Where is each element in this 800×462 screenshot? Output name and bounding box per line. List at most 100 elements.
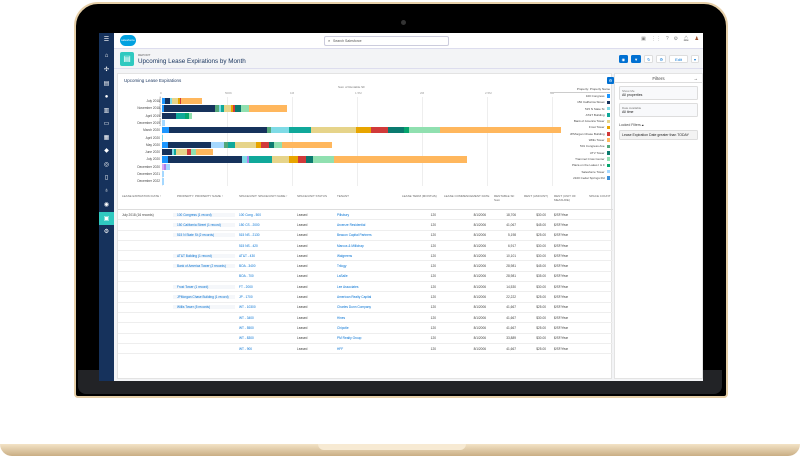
refresh-button[interactable]: ↻ <box>644 55 654 63</box>
filter-show-me[interactable]: Show Me All properties <box>619 86 698 100</box>
bar-segment[interactable] <box>171 149 174 156</box>
bar-segment[interactable] <box>162 127 169 134</box>
bar-segment[interactable] <box>234 141 257 149</box>
bar-row[interactable] <box>162 112 192 119</box>
bar-segment[interactable] <box>187 149 192 156</box>
bar-segment[interactable] <box>230 105 234 112</box>
legend-item[interactable]: JPMorgan Chase Building <box>550 131 610 137</box>
bar-segment[interactable] <box>408 127 441 134</box>
bar-segment[interactable] <box>313 156 334 163</box>
bar-segment[interactable] <box>218 105 222 112</box>
table-cell[interactable]: Bank of America Tower (2 records) <box>173 264 235 269</box>
table-cell[interactable]: Willis Tower (5 records) <box>173 305 235 310</box>
table-cell[interactable]: Hines <box>337 315 346 320</box>
legend-item[interactable]: Bank of America Tower <box>550 118 610 124</box>
nav-rail-item[interactable]: ● <box>104 93 109 100</box>
bar-segment[interactable] <box>179 98 182 105</box>
nav-rail-item[interactable]: ◆ <box>104 148 109 155</box>
bar-segment[interactable] <box>223 105 231 112</box>
bar-segment[interactable] <box>162 98 165 105</box>
bar-segment[interactable] <box>274 141 282 149</box>
app-launcher-icon[interactable]: ⋮⋮ <box>650 36 661 42</box>
filter-toggle-button[interactable]: ▼ <box>631 55 642 63</box>
bar-segment[interactable] <box>176 112 185 119</box>
legend-item[interactable]: Plaza on the Lakes I & II <box>550 162 610 168</box>
bar-segment[interactable] <box>235 105 241 112</box>
table-cell[interactable]: Lee Associates <box>337 284 359 289</box>
bar-segment[interactable] <box>227 141 235 149</box>
bar-segment[interactable] <box>169 98 172 105</box>
table-cell[interactable]: BOA - 3400 <box>239 264 256 269</box>
bar-segment[interactable] <box>167 141 211 149</box>
nav-rail-item[interactable]: ⚙ <box>103 229 110 236</box>
bar-segment[interactable] <box>162 163 164 170</box>
table-cell[interactable]: PM Realty Group <box>337 336 362 341</box>
chart-settings-button[interactable]: ⚙ <box>607 77 614 84</box>
bar-segment[interactable] <box>178 98 180 105</box>
search-input[interactable]: ⌕ Search Salesforce <box>324 36 449 46</box>
bar-segment[interactable] <box>162 149 172 156</box>
bar-segment[interactable] <box>171 98 179 105</box>
bar-row[interactable] <box>162 163 170 170</box>
bar-segment[interactable] <box>162 105 164 112</box>
bar-segment[interactable] <box>247 156 250 163</box>
bar-segment[interactable] <box>165 163 170 170</box>
nav-rail-item[interactable]: ✣ <box>103 67 110 74</box>
table-cell[interactable]: 515 NS - 2130 <box>239 233 260 238</box>
table-cell[interactable]: 100 Congress (1 record) <box>173 212 235 217</box>
nav-rail-item[interactable]: ▥ <box>103 107 110 114</box>
table-cell[interactable]: WT - 5500 <box>239 325 254 330</box>
table-cell[interactable]: 150 California Street (1 record) <box>173 222 235 227</box>
settings-button[interactable]: ⚙ <box>656 55 667 63</box>
legend-item[interactable]: Frost Tower <box>550 124 610 130</box>
column-header[interactable]: TENANT <box>337 194 349 198</box>
bar-segment[interactable] <box>260 141 270 149</box>
bar-segment[interactable] <box>162 119 165 127</box>
bar-segment[interactable] <box>256 141 261 149</box>
bar-segment[interactable] <box>210 141 224 149</box>
bar-row[interactable] <box>162 119 165 127</box>
bar-segment[interactable] <box>297 156 307 163</box>
column-header[interactable]: RENT (UNIT OF MEASURE) <box>554 194 576 202</box>
bar-row[interactable] <box>162 127 561 134</box>
chart-toggle-button[interactable]: ◉ <box>618 55 629 63</box>
table-cell[interactable]: FT - 2000 <box>239 284 253 289</box>
bar-row[interactable] <box>162 178 164 185</box>
table-cell[interactable]: WT - 3400 <box>239 315 254 320</box>
bar-segment[interactable] <box>162 178 164 185</box>
bar-segment[interactable] <box>168 127 268 134</box>
bar-segment[interactable] <box>271 156 290 163</box>
bar-row[interactable] <box>162 156 468 163</box>
bar-segment[interactable] <box>311 127 356 134</box>
bar-row[interactable] <box>162 105 287 112</box>
column-header[interactable]: LEASE EXPIRATION DATE ↑ <box>122 194 162 198</box>
bar-row[interactable] <box>162 141 333 149</box>
table-cell[interactable]: 100 Cong - 500 <box>239 212 261 217</box>
bar-segment[interactable] <box>371 127 389 134</box>
bar-segment[interactable] <box>233 105 236 112</box>
bar-segment[interactable] <box>223 141 228 149</box>
table-cell[interactable]: 515 NS - 420 <box>239 243 258 248</box>
legend-item[interactable]: 515 N State St <box>550 106 610 112</box>
bar-segment[interactable] <box>184 112 190 119</box>
legend-item[interactable]: UTV Tower <box>550 150 610 156</box>
bar-segment[interactable] <box>271 127 290 134</box>
bar-segment[interactable] <box>241 156 248 163</box>
bar-segment[interactable] <box>281 141 333 149</box>
column-header[interactable]: LEASE COMMENCEMENT DATE <box>444 194 490 198</box>
table-cell[interactable]: Marcus & Millichap <box>337 243 364 248</box>
legend-item[interactable]: Trammel Crow Center <box>550 156 610 162</box>
table-cell[interactable]: Charles Dunn Company <box>337 305 372 310</box>
bar-segment[interactable] <box>289 156 298 163</box>
bar-segment[interactable] <box>355 127 372 134</box>
bar-segment[interactable] <box>215 105 219 112</box>
table-cell[interactable]: Trilogy <box>337 264 347 269</box>
help-icon[interactable]: ? <box>665 36 669 42</box>
legend-item[interactable]: 150 California Street <box>550 99 610 105</box>
settings-icon[interactable]: ⚙ <box>673 36 679 42</box>
bar-segment[interactable] <box>163 163 166 170</box>
bar-segment[interactable] <box>249 156 272 163</box>
legend-item[interactable]: Salesforce Tower <box>550 169 610 175</box>
column-header[interactable]: RENT (AMOUNT) <box>524 194 548 198</box>
bar-segment[interactable] <box>162 156 168 163</box>
